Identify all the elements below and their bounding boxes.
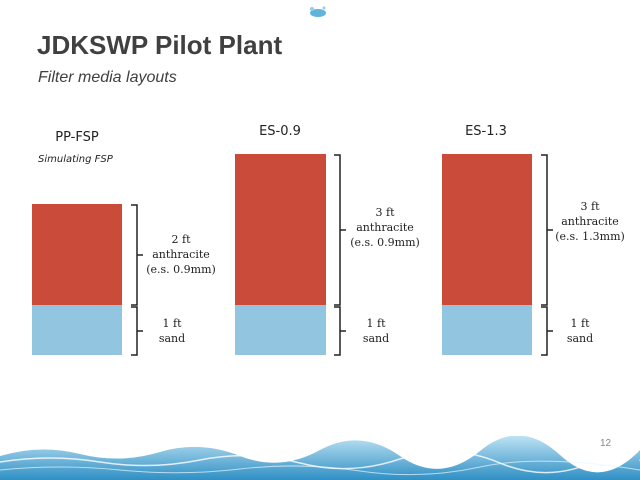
page-title: JDKSWP Pilot Plant	[37, 30, 283, 60]
anthracite-layer	[32, 204, 122, 305]
anthracite-label: 3 ft anthracite (e.s. 1.3mm)	[545, 199, 635, 244]
sand-label: 1 ft sand	[331, 316, 421, 346]
column-title-es-0-9: ES-0.9	[259, 124, 301, 139]
sand-layer	[235, 305, 326, 355]
depth-text: 1 ft	[162, 317, 182, 330]
sand-label: 1 ft sand	[535, 316, 625, 346]
anthracite-label: 3 ft anthracite (e.s. 0.9mm)	[340, 205, 430, 250]
media-text: anthracite	[152, 248, 210, 261]
anthracite-layer	[442, 154, 532, 305]
water-drop-logo-icon	[310, 6, 326, 17]
page-subtitle: Filter media layouts	[38, 69, 177, 86]
size-text: (e.s. 0.9mm)	[146, 263, 216, 276]
depth-text: 1 ft	[366, 317, 386, 330]
depth-text: 3 ft	[375, 206, 395, 219]
column-title-es-1-3: ES-1.3	[465, 124, 507, 139]
sand-label: 1 ft sand	[127, 316, 217, 346]
media-text: sand	[158, 332, 186, 345]
size-text: (e.s. 0.9mm)	[350, 236, 420, 249]
column-note: Simulating FSP	[38, 154, 113, 165]
sand-bracket-icon	[541, 306, 553, 356]
water-wave-footer	[0, 436, 640, 480]
anthracite-bracket-icon	[131, 204, 143, 306]
depth-text: 3 ft	[580, 200, 600, 213]
media-text: anthracite	[561, 215, 619, 228]
media-text: anthracite	[356, 221, 414, 234]
sand-bracket-icon	[334, 306, 346, 356]
sand-layer	[442, 305, 532, 355]
sand-bracket-icon	[131, 306, 143, 356]
anthracite-bracket-icon	[334, 154, 346, 306]
anthracite-layer	[235, 154, 326, 305]
depth-text: 2 ft	[171, 233, 191, 246]
depth-text: 1 ft	[570, 317, 590, 330]
sand-layer	[32, 305, 122, 355]
media-text: sand	[566, 332, 594, 345]
anthracite-label: 2 ft anthracite (e.s. 0.9mm)	[136, 232, 226, 277]
size-text: (e.s. 1.3mm)	[555, 230, 625, 243]
media-text: sand	[362, 332, 390, 345]
slide-number: 12	[600, 438, 612, 449]
column-title-pp-fsp: PP-FSP	[55, 130, 99, 145]
anthracite-bracket-icon	[541, 154, 553, 306]
